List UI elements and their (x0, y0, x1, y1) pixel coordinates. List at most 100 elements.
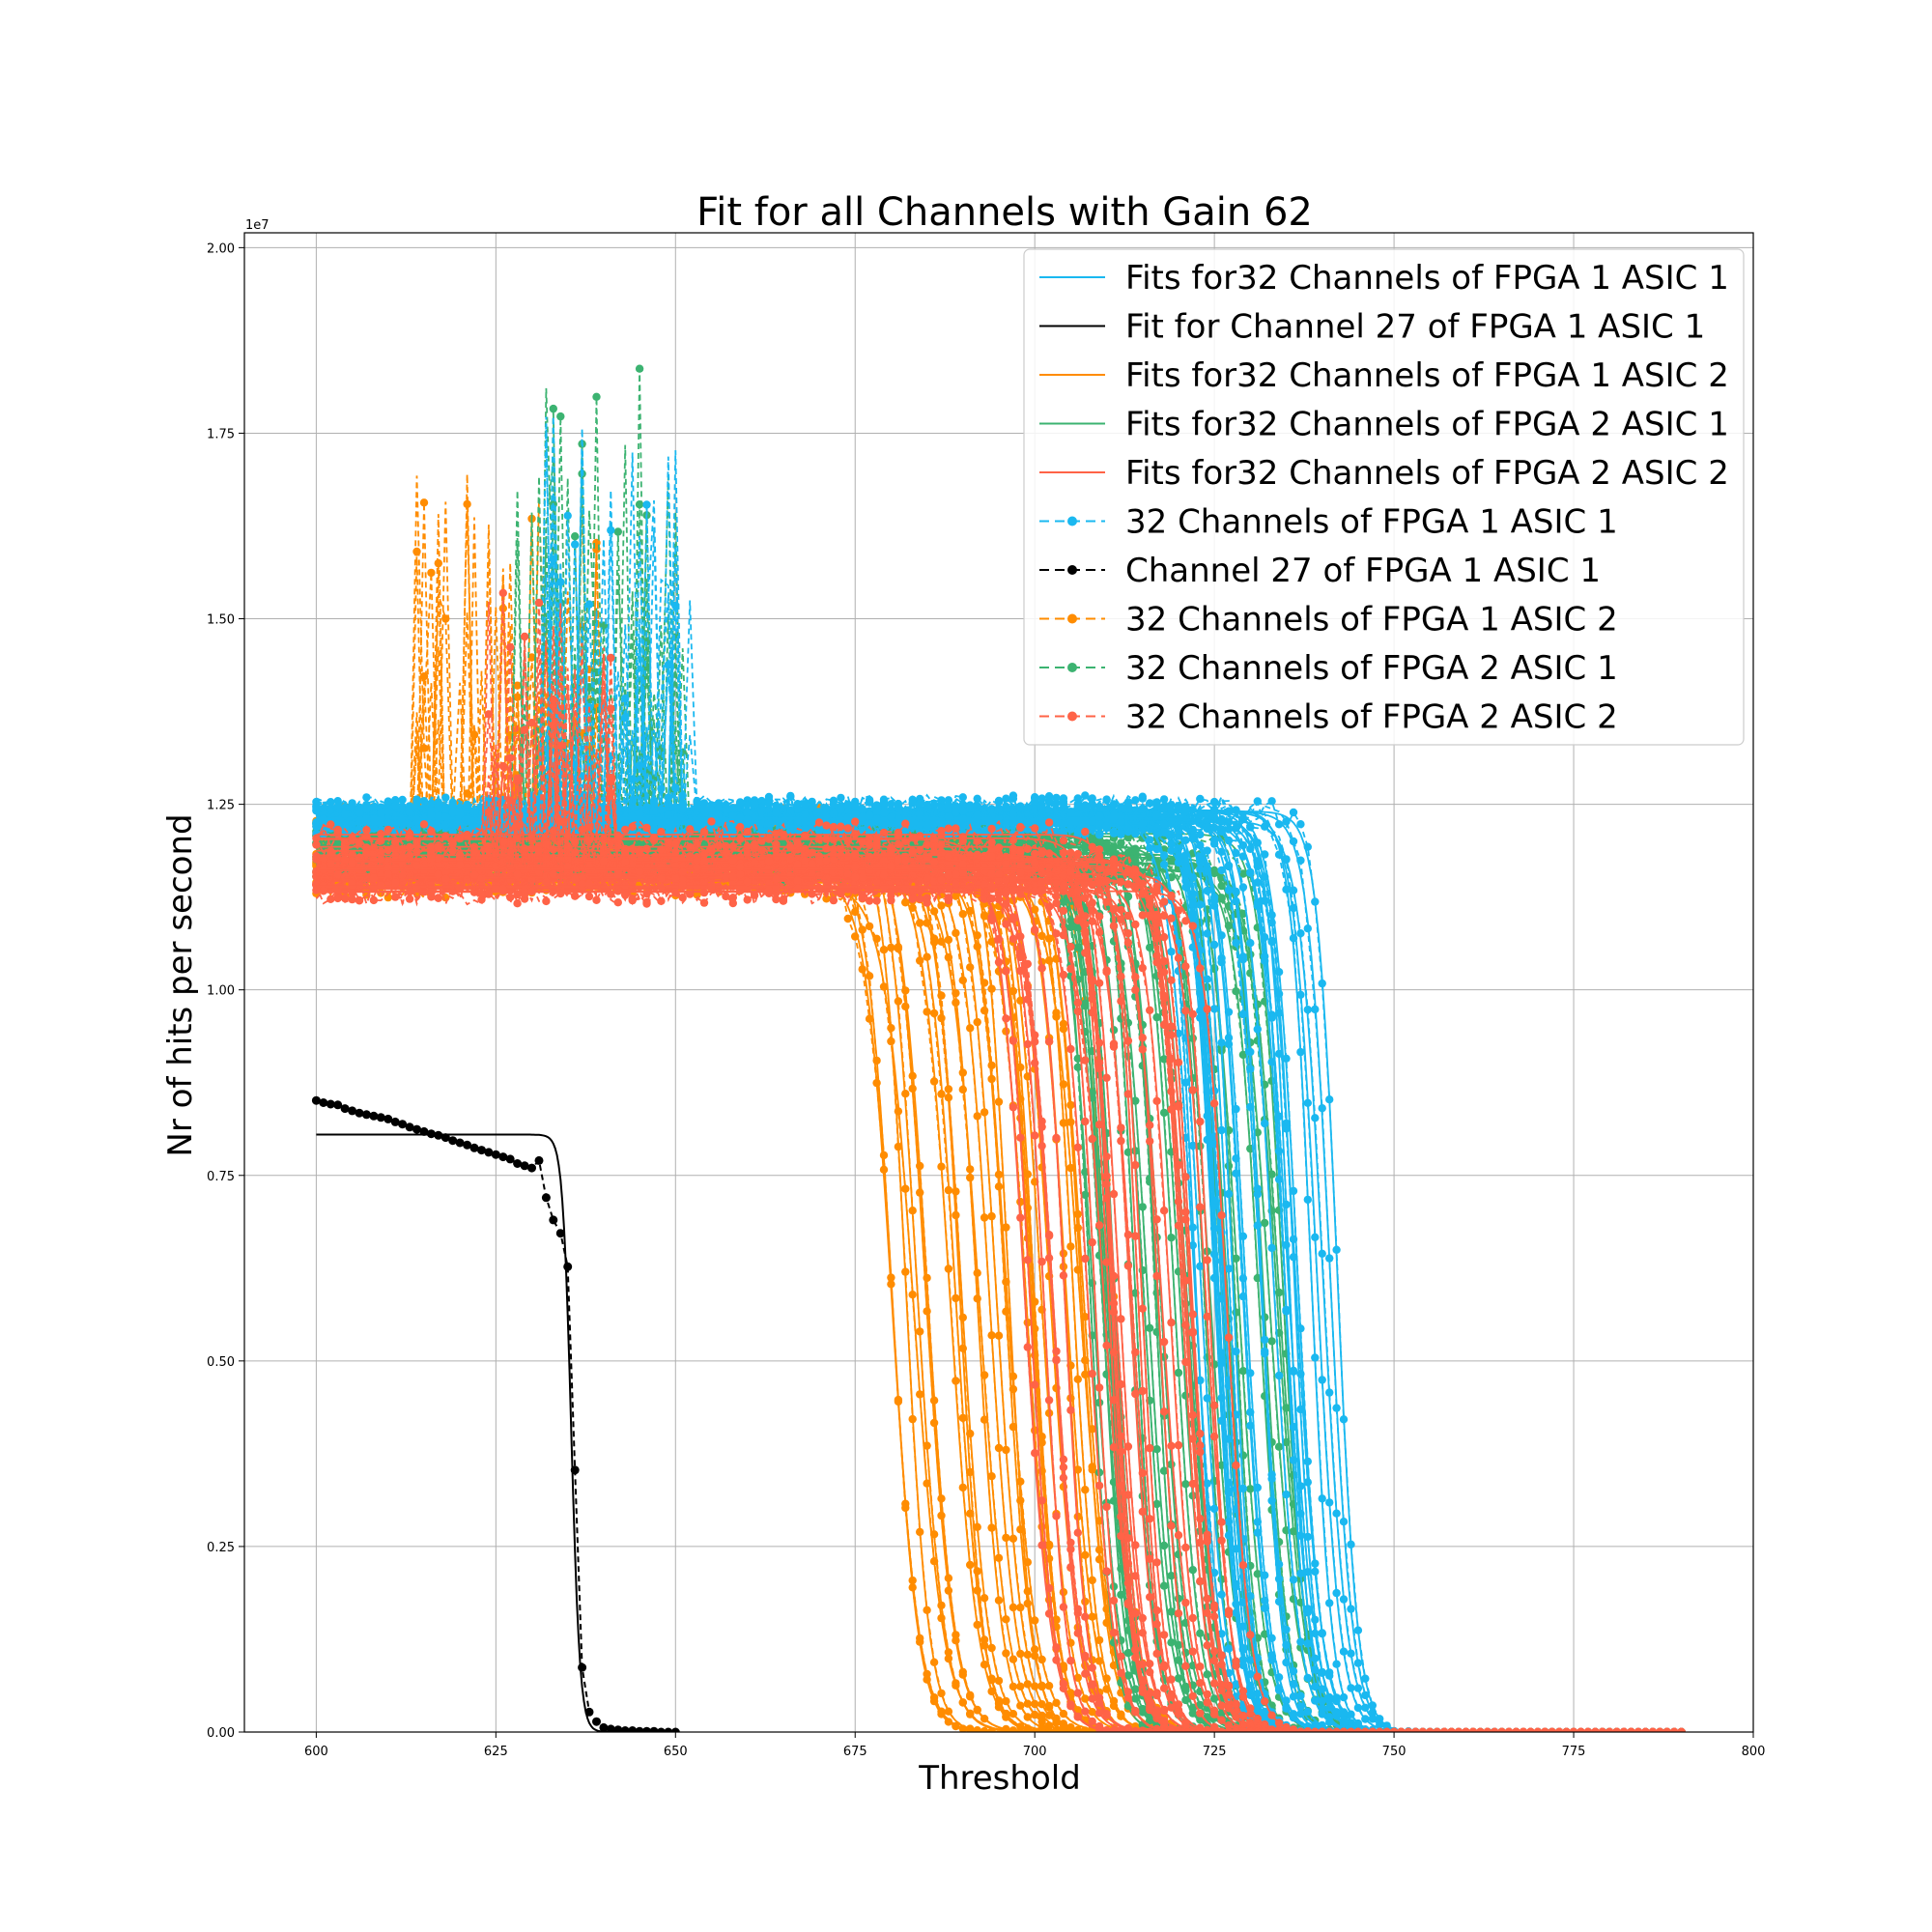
data-point (1175, 1674, 1182, 1682)
data-point (1089, 1613, 1096, 1621)
data-point (945, 936, 952, 944)
data-point (916, 956, 923, 964)
data-point (952, 1211, 959, 1219)
data-point (923, 1441, 930, 1449)
data-point (1002, 1308, 1009, 1316)
data-point (980, 1108, 988, 1116)
data-point (1031, 1297, 1038, 1305)
data-point (959, 910, 967, 918)
data-point (859, 965, 867, 973)
data-point (844, 915, 852, 923)
data-point (1002, 1697, 1009, 1705)
data-point (1002, 1446, 1009, 1454)
data-point (952, 989, 959, 997)
data-point (995, 1444, 1003, 1452)
data-point (952, 1679, 959, 1687)
data-point (937, 901, 945, 909)
data-point (937, 1602, 945, 1609)
data-point (1016, 1604, 1024, 1611)
data-point (959, 1345, 967, 1352)
data-point (1037, 1656, 1045, 1663)
data-point (880, 1151, 888, 1159)
data-point (550, 405, 557, 412)
data-point (1246, 1485, 1254, 1492)
data-point (1037, 1683, 1045, 1690)
data-point (1037, 932, 1045, 940)
data-point (1167, 1461, 1175, 1468)
data-point (974, 1586, 981, 1594)
data-point (959, 977, 967, 984)
data-point (1016, 1702, 1024, 1710)
data-point (901, 1267, 909, 1275)
data-point (1074, 1224, 1082, 1232)
data-point (937, 1690, 945, 1697)
data-point (1102, 1685, 1110, 1692)
data-point (1074, 1210, 1082, 1218)
data-point (995, 1696, 1003, 1704)
data-point (952, 1377, 959, 1384)
data-point (930, 1077, 938, 1085)
data-point (959, 1414, 967, 1422)
data-point (937, 1163, 945, 1171)
data-point (966, 1710, 974, 1718)
data-point (1095, 1252, 1103, 1260)
data-point (1275, 1289, 1283, 1296)
data-point (1181, 1696, 1189, 1704)
data-point (1016, 1525, 1024, 1533)
data-point (1089, 1463, 1096, 1470)
data-point (1196, 1630, 1204, 1637)
data-point (987, 1075, 995, 1083)
data-point (1060, 1710, 1067, 1718)
data-point (930, 1693, 938, 1701)
data-point (880, 946, 888, 953)
data-point (1024, 1713, 1032, 1720)
data-point (901, 898, 909, 906)
data-point (901, 1003, 909, 1010)
data-point (1024, 1680, 1032, 1688)
data-point (945, 1264, 952, 1272)
data-point (1009, 1727, 1017, 1735)
data-point (1016, 1650, 1024, 1658)
data-point (966, 1510, 974, 1518)
data-point (895, 943, 902, 951)
data-point (866, 1015, 873, 1023)
data-point (1146, 1324, 1153, 1332)
data-point (930, 1419, 938, 1427)
data-point (974, 1294, 981, 1302)
data-point (995, 1097, 1003, 1105)
data-point (1167, 1638, 1175, 1646)
data-point (952, 1294, 959, 1302)
data-point (1189, 1709, 1197, 1717)
data-point (1009, 1604, 1017, 1611)
data-point (1189, 1035, 1197, 1042)
data-point (1081, 1000, 1089, 1008)
data-point (930, 907, 938, 915)
data-point (937, 1014, 945, 1022)
data-point (959, 1668, 967, 1676)
data-point (1060, 1020, 1067, 1028)
data-point (1066, 1118, 1074, 1125)
data-point (952, 1187, 959, 1195)
data-point (1045, 1682, 1053, 1690)
data-point (966, 907, 974, 915)
data-point (1267, 1171, 1275, 1179)
data-point (995, 1182, 1003, 1190)
data-point (987, 1062, 995, 1069)
data-point (987, 1675, 995, 1683)
data-point (959, 1698, 967, 1706)
data-point (930, 1397, 938, 1405)
data-point (980, 1213, 988, 1221)
data-point (930, 1659, 938, 1666)
data-point (1031, 1682, 1038, 1690)
data-point (1275, 1443, 1283, 1451)
data-point (1267, 1337, 1275, 1345)
data-point (1167, 1234, 1175, 1241)
data-point (980, 1594, 988, 1602)
data-point (1009, 1683, 1017, 1690)
data-point (937, 1090, 945, 1097)
data-point (930, 1009, 938, 1017)
data-point (901, 1090, 909, 1097)
data-point (980, 912, 988, 920)
data-point (571, 532, 579, 540)
data-point (1124, 1649, 1132, 1657)
